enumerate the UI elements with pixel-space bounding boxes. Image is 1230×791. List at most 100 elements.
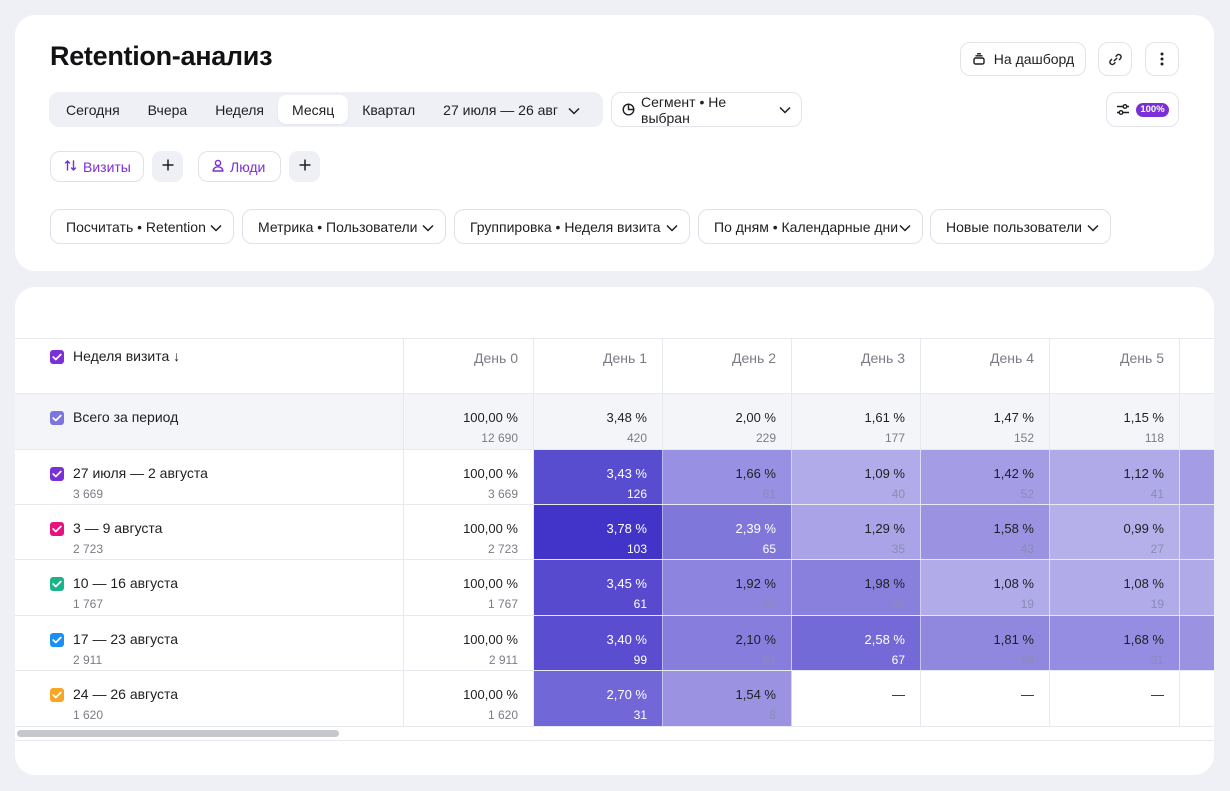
plus-icon [162, 158, 174, 176]
new-users-filter[interactable]: Новые пользователи [930, 209, 1111, 244]
day-column-header[interactable]: День 5 [1050, 339, 1180, 393]
cell-percent: 100,00 % [463, 410, 518, 425]
row-checkbox[interactable] [50, 467, 64, 481]
total-cell: 1,47 % 152 [921, 394, 1050, 449]
cell-count: 65 [762, 542, 776, 556]
overflow-cell [1180, 450, 1214, 504]
row-checkbox[interactable] [50, 688, 64, 702]
dashboard-label: На дашборд [993, 51, 1075, 67]
metric-filter-label: Метрика • Пользователи [258, 218, 418, 235]
row-label-cell: 3 — 9 августа 2 723 [15, 505, 404, 559]
add-to-dashboard-button[interactable]: На дашборд [960, 42, 1086, 76]
retention-cell: 1,12 % 41 [1050, 450, 1180, 504]
cell-count: 34 [762, 597, 776, 611]
scrollbar-thumb[interactable] [17, 730, 339, 737]
day-column-header[interactable]: День 3 [792, 339, 921, 393]
row-count: 3 669 [73, 487, 104, 501]
tab-today[interactable]: Сегодня [66, 101, 120, 118]
day-header-label: День 1 [603, 350, 647, 366]
total-cell: 2,00 % 229 [663, 394, 792, 449]
cell-count: 43 [1020, 542, 1034, 556]
cell-percent: 1,92 % [735, 576, 776, 591]
day-header-label: День 3 [861, 350, 905, 366]
day-header-label: День 2 [732, 350, 776, 366]
retention-cell: 100,00 % 3 669 [404, 450, 534, 504]
day-column-header[interactable]: День 1 [534, 339, 663, 393]
cell-percent: 2,10 % [735, 632, 776, 647]
cell-count: 99 [633, 653, 647, 667]
calculate-filter[interactable]: Посчитать • Retention [50, 209, 234, 244]
cell-count: 177 [884, 431, 905, 445]
cell-percent: 2,58 % [864, 632, 905, 647]
segment-select[interactable]: Сегмент • Не выбран [611, 92, 802, 127]
date-range-picker[interactable]: 27 июля — 26 авг [429, 95, 594, 124]
new-users-filter-label: Новые пользователи [946, 218, 1082, 235]
cell-count: 1 620 [487, 708, 518, 722]
cell-percent: 1,09 % [864, 466, 905, 481]
cell-count: 38 [1020, 653, 1034, 667]
cell-percent: 1,61 % [864, 410, 905, 425]
total-cell: 1,15 % 118 [1050, 394, 1180, 449]
grouping-filter[interactable]: Группировка • Неделя визита [454, 209, 690, 244]
row-checkbox[interactable] [50, 633, 64, 647]
cell-percent: 1,98 % [864, 576, 905, 591]
overflow-cell [1180, 671, 1214, 726]
days-filter[interactable]: По дням • Календарные дни [698, 209, 923, 244]
cell-count: 420 [626, 431, 647, 445]
cell-percent: 100,00 % [463, 521, 518, 536]
retention-cell: — [792, 671, 921, 726]
cell-count: 19 [1020, 597, 1034, 611]
cell-percent: 3,45 % [606, 576, 647, 591]
cell-percent: 3,78 % [606, 521, 647, 536]
row-count: 2 911 [73, 653, 103, 667]
tab-week[interactable]: Неделя [215, 101, 265, 118]
cell-percent: 3,40 % [606, 632, 647, 647]
row-checkbox[interactable] [50, 522, 64, 536]
metric-filter[interactable]: Метрика • Пользователи [242, 209, 446, 244]
display-settings-button[interactable]: 100% [1106, 92, 1179, 127]
period-selector: Сегодня Вчера Неделя Месяц Квартал 27 ию… [49, 92, 603, 127]
cell-percent: 100,00 % [463, 466, 518, 481]
cell-count: 61 [762, 487, 776, 501]
add-visits-condition-button[interactable] [152, 151, 183, 182]
plus-icon [299, 158, 311, 176]
overflow-column [1180, 339, 1214, 393]
cell-percent: 2,39 % [735, 521, 776, 536]
cell-percent: 1,66 % [735, 466, 776, 481]
day-column-header[interactable]: День 0 [404, 339, 534, 393]
tab-month[interactable]: Месяц [278, 95, 349, 124]
select-all-checkbox[interactable] [50, 350, 64, 364]
retention-cell: — [921, 671, 1050, 726]
table-row: 17 — 23 августа 2 911 100,00 % 2 911 3,40 % 9… [15, 616, 1214, 671]
people-source-pill[interactable]: Люди [198, 151, 281, 182]
group-column-header[interactable]: Неделя визита ↓ [15, 339, 404, 393]
cell-percent: 3,43 % [606, 466, 647, 481]
cell-count: 67 [891, 653, 905, 667]
add-people-condition-button[interactable] [289, 151, 320, 182]
retention-cell: 1,68 % 31 [1050, 616, 1180, 670]
cell-count: 12 690 [481, 431, 518, 445]
segment-label: Сегмент • Не выбран [641, 93, 727, 126]
row-checkbox[interactable] [50, 577, 64, 591]
retention-cell: 1,08 % 19 [1050, 560, 1180, 615]
total-cell: 3,48 % 420 [534, 394, 663, 449]
day-column-header[interactable]: День 4 [921, 339, 1050, 393]
table-row: 24 — 26 августа 1 620 100,00 % 1 620 2,70 % 3… [15, 671, 1214, 727]
cell-count: 118 [1144, 431, 1164, 445]
copy-link-button[interactable] [1098, 42, 1132, 76]
total-checkbox[interactable] [50, 411, 64, 425]
more-menu-button[interactable] [1145, 42, 1179, 76]
retention-cell: 0,99 % 27 [1050, 505, 1180, 559]
row-label: 24 — 26 августа [73, 686, 179, 702]
cell-percent: — [1021, 687, 1034, 702]
tab-quarter[interactable]: Квартал [362, 101, 416, 118]
retention-cell: 1,58 % 43 [921, 505, 1050, 559]
link-icon [1108, 52, 1123, 67]
horizontal-scrollbar[interactable] [15, 726, 1214, 741]
overflow-cell [1180, 505, 1214, 559]
visits-source-pill[interactable]: Визиты [50, 151, 144, 182]
tab-yesterday[interactable]: Вчера [147, 101, 188, 118]
cell-percent: 1,42 % [993, 466, 1034, 481]
retention-cell: — [1050, 671, 1180, 726]
day-column-header[interactable]: День 2 [663, 339, 792, 393]
